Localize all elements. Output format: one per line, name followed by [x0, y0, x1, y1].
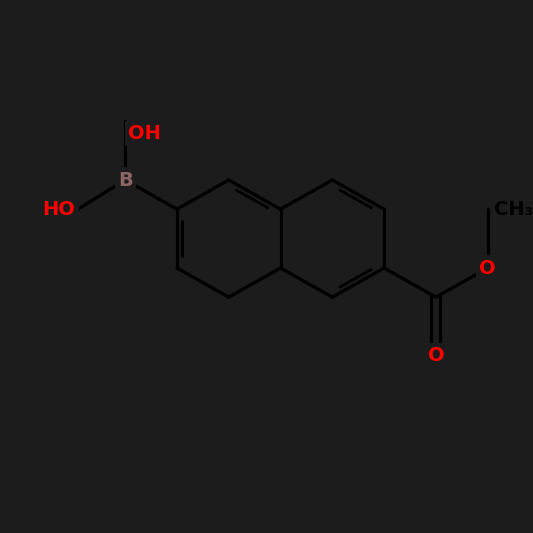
Text: CH₃: CH₃	[494, 200, 532, 219]
Text: HO: HO	[43, 200, 75, 219]
Text: O: O	[479, 259, 496, 278]
Text: B: B	[118, 171, 133, 190]
Text: OH: OH	[128, 124, 160, 143]
Text: O: O	[427, 346, 444, 366]
